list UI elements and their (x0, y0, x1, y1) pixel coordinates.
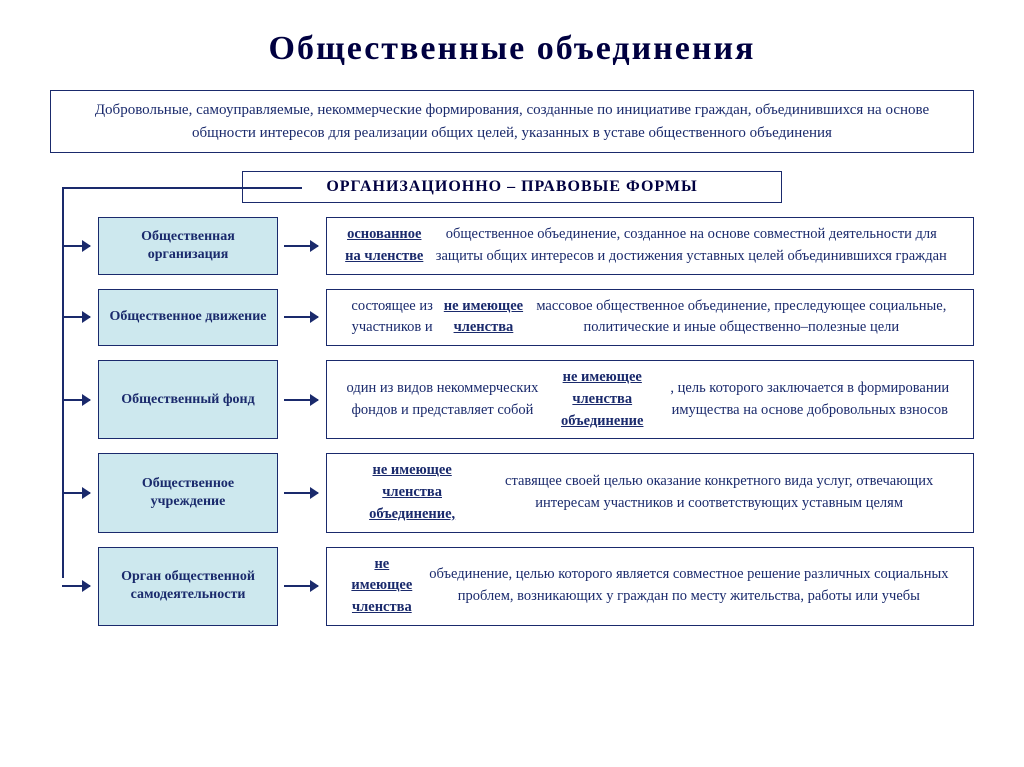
arrow-right-icon (62, 399, 90, 401)
arrow-right-icon (284, 316, 318, 318)
form-description: не имеющее членства объединение, ставяще… (326, 453, 974, 532)
form-row: Орган общественной самодеятельности не им… (50, 547, 974, 626)
form-row: Общественное движение состоящее из участн… (50, 289, 974, 347)
rows-container: Общественная организация основанное на чл… (50, 217, 974, 626)
mid-gap (278, 453, 326, 532)
arrow-right-icon (62, 492, 90, 494)
form-row: Общественное учреждение не имеющее членст… (50, 453, 974, 532)
spine-gap (50, 360, 98, 439)
form-label: Орган общественной самодеятельности (98, 547, 278, 626)
spine-gap (50, 217, 98, 275)
spine-gap (50, 453, 98, 532)
form-label: Общественное учреждение (98, 453, 278, 532)
spine-top-connector (62, 187, 302, 189)
form-label: Общественное движение (98, 289, 278, 347)
arrow-right-icon (62, 316, 90, 318)
arrow-right-icon (284, 245, 318, 247)
form-label: Общественная организация (98, 217, 278, 275)
form-description: основанное на членстве общественное объе… (326, 217, 974, 275)
mid-gap (278, 289, 326, 347)
arrow-right-icon (62, 245, 90, 247)
spine-gap (50, 289, 98, 347)
forms-header: ОРГАНИЗАЦИОННО – ПРАВОВЫЕ ФОРМЫ (242, 171, 782, 203)
mid-gap (278, 217, 326, 275)
form-row: Общественная организация основанное на чл… (50, 217, 974, 275)
definition-box: Добровольные, самоуправляемые, некоммерч… (50, 90, 974, 153)
arrow-right-icon (284, 492, 318, 494)
arrow-right-icon (62, 585, 90, 587)
mid-gap (278, 360, 326, 439)
page-title: Общественные объединения (50, 30, 974, 68)
mid-gap (278, 547, 326, 626)
form-description: не имеющее членства объединение, целью к… (326, 547, 974, 626)
arrow-right-icon (284, 585, 318, 587)
form-label: Общественный фонд (98, 360, 278, 439)
spine-gap (50, 547, 98, 626)
form-description: состоящее из участников и не имеющее чле… (326, 289, 974, 347)
form-row: Общественный фонд один из видов некоммерч… (50, 360, 974, 439)
form-description: один из видов некоммерческих фондов и пр… (326, 360, 974, 439)
arrow-right-icon (284, 399, 318, 401)
